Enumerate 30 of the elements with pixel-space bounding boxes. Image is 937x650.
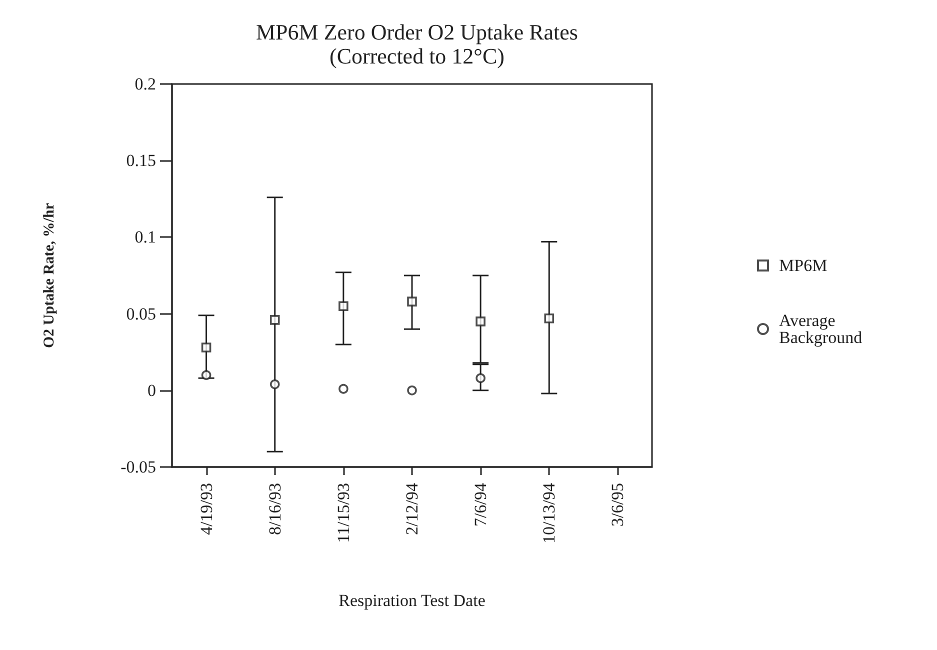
legend-label: MP6M [779,256,828,275]
point [338,301,348,312]
x-tick-label: 4/19/93 [196,483,216,535]
legend-label: Average Background [779,311,863,347]
y-tick-label: 0 [148,380,156,400]
x-tick-label: 8/16/93 [265,483,284,535]
chart-subtitle: (Corrected to 12°C) [330,44,504,68]
point [476,316,486,326]
x-axis-title: Respiration Test Date [338,591,486,610]
x-tick-label: 3/6/95 [608,483,628,526]
y-tick-label: 0.1 [134,228,156,247]
point [270,315,280,325]
y-tick-label: 0.15 [126,151,156,170]
x-tick-label: 10/13/94 [540,482,559,544]
x-tick-label: 7/6/94 [471,482,490,526]
point [201,370,212,380]
point [407,296,417,306]
point [476,373,486,384]
y-tick-label: 0.2 [134,74,156,94]
y-tick-label: 0.05 [126,304,156,324]
x-tick-label: 2/12/94 [402,482,422,535]
point [201,342,212,352]
y-axis-title: O2 Uptake Rate, %/hr [42,202,58,348]
y-tick-label: -0.05 [120,458,156,476]
chart-title: MP6M Zero Order O2 Uptake Rates [256,20,578,44]
point [407,386,417,396]
point [544,313,554,324]
point [270,379,280,390]
x-tick-label: 11/15/93 [334,483,353,543]
point [338,384,348,394]
